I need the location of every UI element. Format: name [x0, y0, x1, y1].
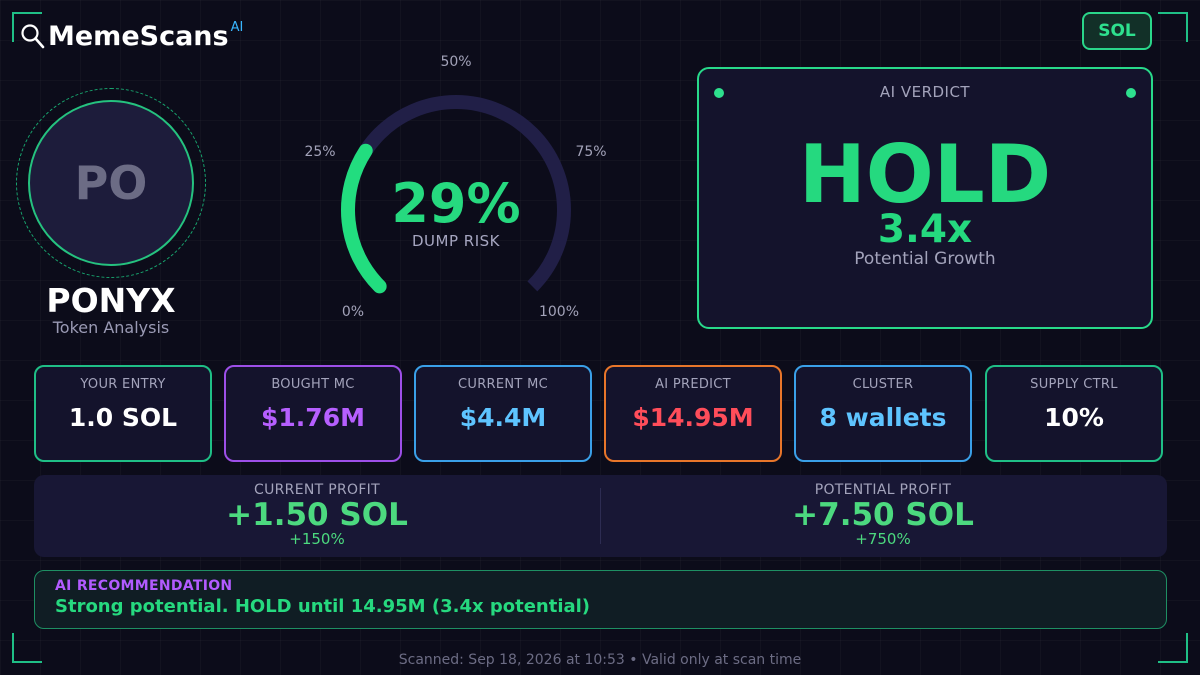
dump-risk-value: 29% — [391, 172, 521, 235]
verdict-word: HOLD — [798, 128, 1052, 221]
token-avatar: PO — [28, 100, 194, 266]
stat-card-value: $1.76M — [261, 403, 365, 432]
stat-card-your-entry: YOUR ENTRY 1.0 SOL — [34, 365, 212, 462]
gauge-fill — [341, 143, 387, 294]
current-profit: CURRENT PROFIT +1.50 SOL +150% — [34, 475, 600, 557]
stat-card-label: CLUSTER — [852, 377, 914, 392]
current-profit-value: +1.50 SOL — [226, 497, 408, 533]
gauge-tick-100: 100% — [539, 304, 579, 320]
stat-card-cluster: CLUSTER 8 wallets — [794, 365, 972, 462]
stat-card-label: SUPPLY CTRL — [1030, 377, 1118, 392]
verdict-indicator-dot-left — [714, 88, 724, 98]
stat-card-ai-predict: AI PREDICT $14.95M — [604, 365, 782, 462]
stat-card-supply-ctrl: SUPPLY CTRL 10% — [985, 365, 1163, 462]
potential-profit-label: POTENTIAL PROFIT — [814, 482, 952, 498]
brand-ai-superscript: AI — [230, 20, 244, 35]
brand-name: MemeScans — [48, 21, 229, 52]
potential-profit: POTENTIAL PROFIT +7.50 SOL +750% — [600, 475, 1166, 557]
recommendation-text: Strong potential. HOLD until 14.95M (3.4… — [55, 596, 591, 617]
gauge-tick-25: 25% — [304, 144, 335, 160]
dump-risk-gauge: 0% 25% 50% 75% 100% — [304, 54, 606, 320]
stat-card-label: AI PREDICT — [655, 377, 731, 392]
potential-profit-percent: +750% — [855, 530, 911, 548]
gauge-tick-50: 50% — [440, 54, 471, 70]
corner-bracket-bottom-left — [12, 633, 42, 663]
ai-recommendation-box: AI RECOMMENDATION Strong potential. HOLD… — [34, 570, 1167, 629]
corner-bracket-top-left — [12, 12, 42, 42]
stat-card-value: $4.4M — [459, 403, 547, 432]
token-subtitle: Token Analysis — [52, 318, 170, 337]
corner-bracket-top-right — [1158, 12, 1188, 42]
potential-profit-value: +7.50 SOL — [792, 497, 974, 533]
stat-card-label: YOUR ENTRY — [80, 377, 166, 392]
stat-card-value: 1.0 SOL — [68, 403, 178, 432]
verdict-label: AI VERDICT — [879, 83, 971, 101]
corner-bracket-bottom-right — [1158, 633, 1188, 663]
verdict-indicator-dot-right — [1126, 88, 1136, 98]
stat-card-value: 8 wallets — [819, 403, 947, 432]
stat-card-bought-mc: BOUGHT MC $1.76M — [224, 365, 402, 462]
stat-card-value: $14.95M — [632, 403, 754, 432]
current-profit-label: CURRENT PROFIT — [254, 482, 380, 498]
gauge-tick-75: 75% — [575, 144, 606, 160]
chain-badge: SOL — [1082, 12, 1152, 50]
avatar-dashed-ring — [16, 88, 206, 278]
brand-logo: MemeScans AI — [20, 20, 243, 54]
stat-card-label: BOUGHT MC — [271, 377, 355, 392]
stat-card-value: 10% — [1044, 403, 1104, 432]
stat-card-label: CURRENT MC — [458, 377, 548, 392]
magnifier-icon — [21, 24, 45, 49]
gauge-tick-0: 0% — [342, 304, 364, 320]
profit-divider — [600, 488, 601, 544]
ai-verdict-panel: AI VERDICT HOLD 3.4x Potential Growth — [697, 67, 1153, 329]
stat-card-current-mc: CURRENT MC $4.4M — [414, 365, 592, 462]
verdict-multiplier: 3.4x — [877, 207, 973, 252]
scan-footer: Scanned: Sep 18, 2026 at 10:53 • Valid o… — [398, 652, 802, 668]
current-profit-percent: +150% — [289, 530, 345, 548]
recommendation-label: AI RECOMMENDATION — [55, 578, 233, 594]
verdict-subtitle: Potential Growth — [854, 249, 996, 269]
token-name: PONYX — [46, 281, 176, 320]
dump-risk-label: DUMP RISK — [412, 232, 500, 250]
